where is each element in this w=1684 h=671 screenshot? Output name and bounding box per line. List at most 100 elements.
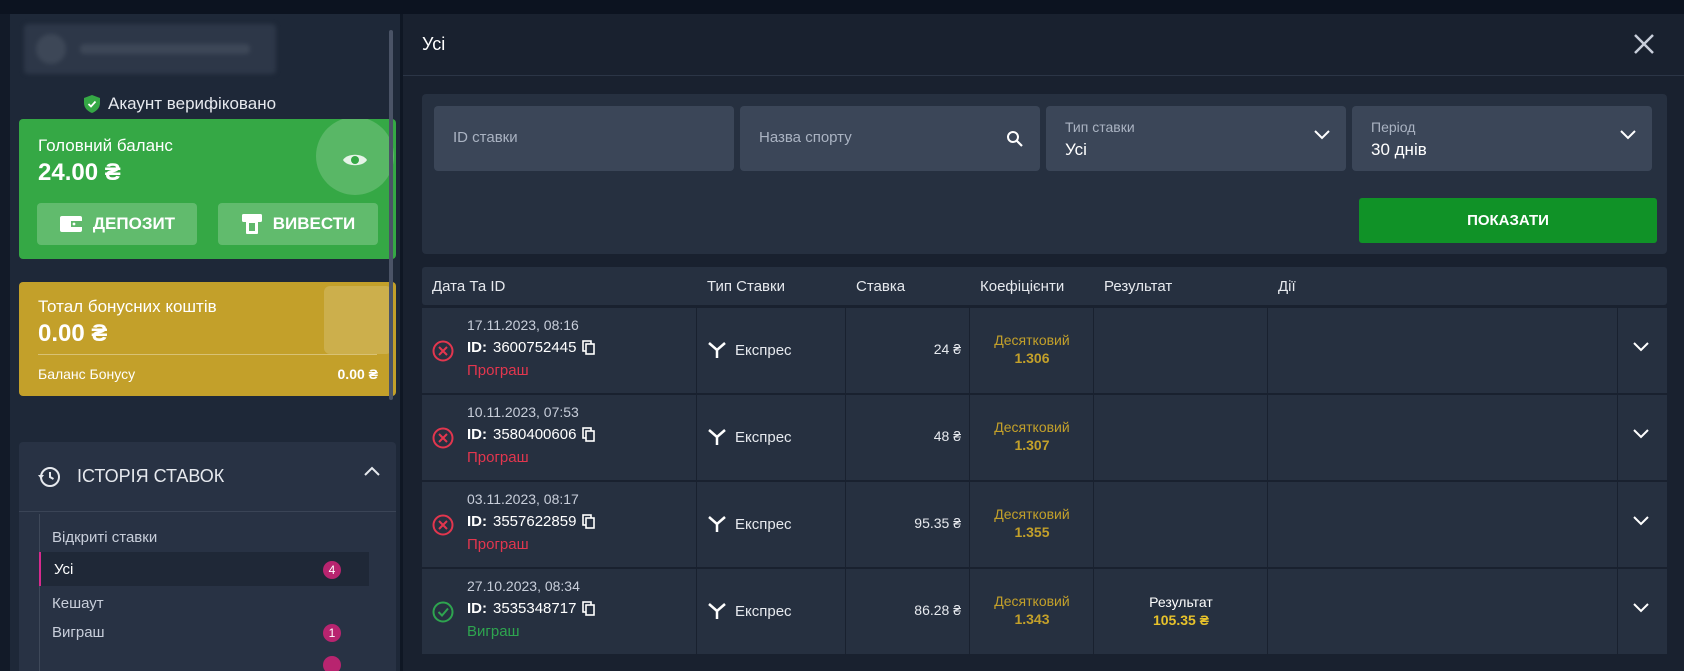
header-date-id: Дата Та ID [432,278,506,295]
bet-status: Виграш [467,623,520,640]
bet-type: Експрес [707,340,792,360]
result-cell [1094,395,1268,480]
stake-value: 95.35 ₴ [914,515,961,531]
count-badge-partial [323,656,341,671]
bonus-card: Тотал бонусних коштів 0.00 ₴ Баланс Бону… [19,282,396,396]
stake-cell: 95.35 ₴ [846,482,970,567]
chevron-down-icon[interactable] [1633,342,1649,352]
stake-value: 86.28 ₴ [914,602,961,618]
bet-type: Експрес [707,601,792,621]
date-id-cell: 17.11.2023, 08:16 ID: 3600752445 Програш [422,308,697,393]
copy-icon[interactable] [582,514,596,529]
odds-format: Десятковий [994,593,1070,609]
odds-format: Десятковий [994,506,1070,522]
bet-id: 3600752445 [493,339,577,356]
bonus-balance-label: Баланс Бонусу [38,366,136,382]
table-row[interactable]: 27.10.2023, 08:34 ID: 3535348717 Виграш Е… [422,569,1667,654]
bonus-balance-value: 0.00 ₴ [337,366,378,382]
expand-cell[interactable] [1618,569,1667,654]
copy-icon[interactable] [582,427,596,442]
copy-icon[interactable] [582,601,596,616]
bet-type-select[interactable]: Тип ставки Усі [1046,106,1346,171]
history-icon [38,466,60,487]
table-header: Дата Та ID Тип Ставки Ставка Коефіцієнти… [422,267,1667,305]
result-cell [1094,308,1268,393]
chevron-down-icon[interactable] [1633,516,1649,526]
sport-search-input[interactable]: Назва спорту [740,106,1040,171]
bet-history-section: ІСТОРІЯ СТАВОК Відкриті ставки Усі 4 Кеш… [19,442,396,671]
close-icon[interactable] [1630,30,1658,58]
filter-panel: ID ставки Назва спорту Тип ставки Усі Пе… [422,94,1667,254]
period-value: 30 днів [1371,140,1427,159]
expand-cell[interactable] [1618,395,1667,480]
sidebar-scrollbar[interactable] [389,30,393,400]
check-circle-icon [432,601,454,623]
bet-date: 10.11.2023, 07:53 [467,404,579,420]
odds-value: 1.355 [1014,524,1050,540]
expand-cell[interactable] [1618,482,1667,567]
bet-date: 03.11.2023, 08:17 [467,491,579,507]
history-item-cashout[interactable]: Кешаут [39,586,369,620]
deposit-button[interactable]: ДЕПОЗИТ [37,203,197,245]
header-bet-type: Тип Ставки [707,278,785,295]
bet-history-panel: Усі ID ставки Назва спорту Тип ставки Ус… [403,14,1684,671]
main-balance-card: Головний баланс 24.00 ₴ ДЕПОЗИТ ВИВЕСТИ [19,119,396,259]
account-sidebar: Акаунт верифіковано Головний баланс 24.0… [10,14,400,671]
bet-type-cell: Експрес [697,308,846,393]
bet-id-line: ID: 3600752445 [467,339,596,356]
history-tree-line [39,514,40,671]
table-row[interactable]: 17.11.2023, 08:16 ID: 3600752445 Програш … [422,308,1667,393]
wallet-icon [59,216,82,232]
history-item-label: Кешаут [52,594,104,612]
expand-cell[interactable] [1618,308,1667,393]
table-row[interactable]: 10.11.2023, 07:53 ID: 3580400606 Програш … [422,395,1667,480]
actions-cell [1268,569,1618,654]
stake-value: 24 ₴ [933,341,961,357]
period-label: Період [1371,119,1416,135]
main-balance-amount: 24.00 ₴ [38,159,121,186]
search-icon[interactable] [1006,130,1024,148]
x-circle-icon [432,427,454,449]
sport-placeholder: Назва спорту [759,129,852,146]
atm-icon [241,214,262,234]
bet-history-header[interactable]: ІСТОРІЯ СТАВОК [19,442,396,512]
eye-icon[interactable] [342,151,368,169]
express-icon [708,342,726,358]
count-badge: 4 [323,561,341,579]
page-background-left [0,14,10,671]
shield-check-icon [84,95,100,113]
odds-cell: Десятковий 1.307 [970,395,1094,480]
stake-cell: 24 ₴ [846,308,970,393]
chevron-down-icon[interactable] [1633,603,1649,613]
show-button[interactable]: ПОКАЗАТИ [1359,198,1657,243]
header-stake: Ставка [856,278,906,295]
count-badge: 1 [323,624,341,642]
chevron-down-icon[interactable] [1633,429,1649,439]
table-row[interactable]: 03.11.2023, 08:17 ID: 3557622859 Програш … [422,482,1667,567]
date-id-cell: 27.10.2023, 08:34 ID: 3535348717 Виграш [422,569,697,654]
stake-cell: 48 ₴ [846,395,970,480]
bet-status: Програш [467,362,529,379]
x-circle-icon [432,514,454,536]
header-result: Результат [1104,278,1173,295]
history-item-won[interactable]: Виграш 1 [39,615,369,649]
bet-id-line: ID: 3535348717 [467,600,596,617]
bet-id: 3557622859 [493,513,577,530]
odds-cell: Десятковий 1.306 [970,308,1094,393]
result-value: 105.35 ₴ [1152,612,1210,628]
withdraw-button[interactable]: ВИВЕСТИ [218,203,378,245]
history-item-all[interactable]: Усі 4 [39,552,369,586]
copy-icon[interactable] [582,340,596,355]
chevron-down-icon [1620,130,1636,140]
bet-type: Експрес [707,514,792,534]
main-balance-title: Головний баланс [38,136,173,155]
chevron-up-icon[interactable] [364,466,380,476]
history-item-more[interactable] [39,647,369,671]
id-label: ID: [467,339,487,356]
bonus-decoration [324,286,392,354]
result-cell [1094,482,1268,567]
bet-id-input[interactable]: ID ставки [434,106,734,171]
bet-type: Експрес [707,427,792,447]
open-bets-label[interactable]: Відкриті ставки [52,529,158,546]
period-select[interactable]: Період 30 днів [1352,106,1652,171]
